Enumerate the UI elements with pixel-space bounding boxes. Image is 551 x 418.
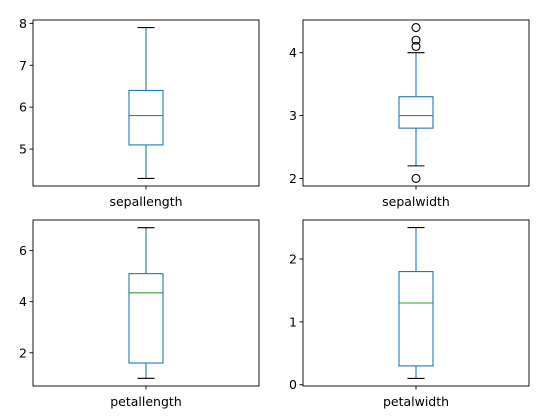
- outlier-point: [411, 35, 421, 45]
- iqr-box: [398, 96, 434, 129]
- y-tick-label: 6: [19, 100, 27, 115]
- iqr-box: [128, 273, 164, 364]
- y-tick-label: 2: [19, 345, 27, 360]
- x-tick-label: petalwidth: [383, 394, 449, 409]
- subplot-petallength: 2 4 6 petallength: [19, 219, 260, 409]
- subplot-sepalwidth: 2 3 4 sepalwidth: [289, 19, 530, 209]
- y-tick-label: 2: [289, 171, 297, 186]
- subplot-sepallength: 5 6 7 8 sepallength: [19, 16, 260, 209]
- y-tick-label: 3: [289, 108, 297, 123]
- outlier-point: [411, 41, 421, 51]
- x-tick-label: petallength: [110, 394, 182, 409]
- y-tick-label: 5: [19, 142, 27, 157]
- y-tick-label: 6: [19, 243, 27, 258]
- iqr-box: [128, 89, 164, 146]
- subplot-petalwidth: 0 1 2 petalwidth: [289, 219, 530, 409]
- y-tick-label: 0: [289, 377, 297, 392]
- outlier-point: [411, 22, 421, 33]
- x-tick-label: sepalwidth: [382, 194, 450, 209]
- y-tick-label: 4: [19, 294, 27, 309]
- outlier-point: [411, 173, 421, 184]
- y-tick-label: 4: [289, 45, 297, 60]
- y-tick-label: 2: [289, 251, 297, 266]
- y-tick-label: 1: [289, 314, 297, 329]
- iqr-box: [398, 271, 434, 367]
- y-tick-label: 8: [19, 16, 27, 31]
- x-tick-label: sepallength: [109, 194, 182, 209]
- y-tick-label: 7: [19, 58, 27, 73]
